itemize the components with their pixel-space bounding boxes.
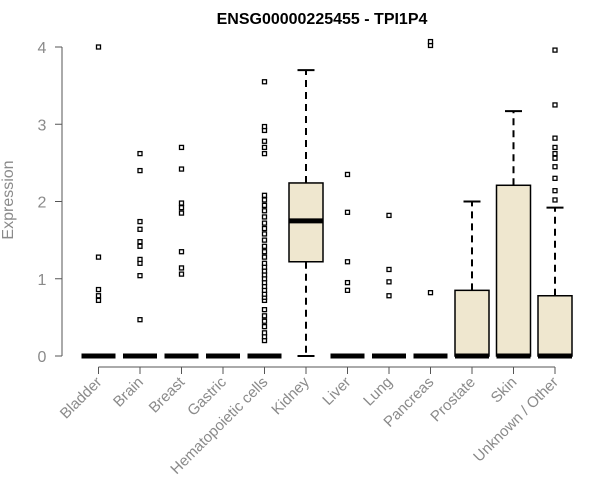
outlier-point (552, 102, 558, 108)
outlier-point (178, 249, 185, 255)
outlier-point (261, 202, 268, 209)
outlier-point (344, 279, 351, 286)
outlier-point (178, 210, 185, 216)
outlier-point (137, 239, 143, 245)
chart-title: ENSG00000225455 - TPI1P4 (217, 11, 428, 28)
y-tick-label: 3 (38, 117, 47, 134)
iqr-box (454, 289, 490, 357)
iqr-box (537, 294, 573, 357)
outlier-point (261, 208, 268, 214)
outlier-point (137, 167, 143, 174)
x-tick-label: Bladder (57, 374, 106, 423)
box-pancreas (413, 38, 448, 359)
outlier-point (552, 155, 558, 161)
outlier-point (427, 38, 434, 45)
outlier-point (95, 286, 102, 293)
box-prostate (454, 200, 490, 359)
outlier-point (386, 279, 392, 285)
outlier-point (137, 218, 143, 225)
box-breast (164, 144, 199, 359)
outlier-point (552, 175, 558, 181)
outlier-point (261, 79, 268, 85)
box-kidney (288, 69, 324, 357)
outlier-point (552, 47, 558, 53)
outlier-point (261, 144, 268, 151)
outlier-point (552, 144, 558, 151)
x-tick-label: Breast (146, 373, 189, 416)
outlier-point (552, 150, 558, 157)
outlier-point (261, 150, 268, 157)
outlier-point (178, 265, 185, 271)
outlier-point (178, 200, 185, 206)
outlier-point (261, 323, 268, 330)
outlier-point (178, 205, 185, 211)
box-liver (330, 171, 365, 359)
y-tick-label: 0 (38, 349, 47, 366)
outlier-point (261, 243, 268, 249)
outlier-point (344, 171, 351, 178)
outlier-point (261, 138, 268, 144)
outlier-point (178, 144, 185, 151)
outlier-point (261, 197, 268, 203)
outlier-point (261, 231, 268, 237)
outlier-point (261, 254, 268, 260)
outlier-point (261, 220, 268, 226)
box-hematopoietic-cells (247, 79, 282, 359)
x-tick-label: Skin (488, 374, 521, 407)
outlier-point (261, 306, 268, 313)
outlier-point (344, 259, 351, 265)
outlier-point (261, 260, 268, 266)
y-axis: 0 1 2 3 4 (38, 40, 63, 366)
outlier-point (95, 254, 102, 260)
box-bladder (81, 44, 116, 359)
x-tick-label: Lung (360, 374, 396, 410)
x-tick-label: Kidney (268, 373, 313, 418)
outlier-point (386, 293, 392, 299)
y-axis-label: Expression (0, 160, 17, 239)
outlier-point (386, 212, 392, 219)
outlier-point (178, 166, 185, 172)
outlier-point (137, 273, 143, 279)
outlier-point (261, 249, 268, 255)
x-tick-label: Prostate (427, 374, 479, 426)
outlier-point (261, 214, 268, 220)
outlier-point (137, 150, 143, 157)
outlier-point (386, 266, 392, 273)
outlier-point (261, 123, 268, 130)
outlier-point (261, 318, 268, 324)
box-unknown-other (537, 47, 573, 359)
outlier-point (178, 271, 185, 277)
outlier-point (427, 290, 434, 296)
y-tick-label: 4 (38, 40, 47, 57)
outlier-point (552, 135, 558, 141)
outlier-point (261, 313, 268, 319)
outlier-point (95, 297, 102, 304)
boxes-layer (81, 38, 573, 359)
box-skin (495, 110, 532, 359)
outlier-point (552, 164, 558, 170)
y-tick-label: 1 (38, 272, 47, 289)
y-tick-label: 2 (38, 195, 47, 212)
outlier-point (261, 237, 268, 243)
outlier-point (344, 287, 351, 293)
outlier-point (95, 44, 102, 50)
outlier-point (137, 243, 143, 249)
outlier-point (137, 317, 143, 323)
outlier-point (261, 225, 268, 232)
outlier-point (95, 293, 102, 299)
box-lung (372, 212, 406, 359)
outlier-point (344, 209, 351, 215)
iqr-box (495, 184, 532, 357)
outlier-point (137, 256, 143, 263)
outlier-point (552, 197, 558, 203)
outlier-point (552, 188, 558, 194)
box-brain (123, 150, 157, 359)
outlier-point (137, 226, 143, 232)
outlier-point (261, 192, 268, 198)
outlier-point (261, 330, 268, 336)
x-tick-label: Brain (110, 374, 147, 411)
x-tick-label: Liver (319, 374, 354, 409)
